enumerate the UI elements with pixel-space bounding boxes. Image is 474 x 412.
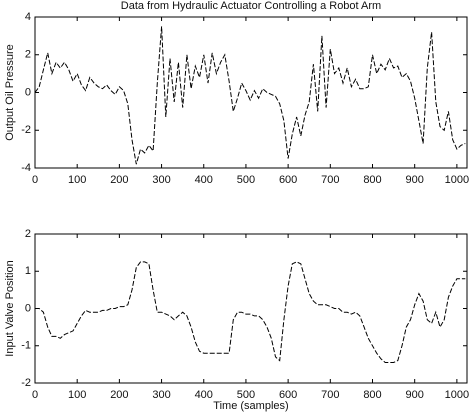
x-tick-label: 400 [195, 389, 213, 401]
x-tick-label: 600 [279, 389, 297, 401]
x-tick-label: 900 [406, 389, 424, 401]
x-axis-label: Time (samples) [213, 400, 288, 412]
x-tick-label: 1000 [445, 174, 469, 186]
y-tick-label: 4 [25, 11, 31, 23]
x-tick-label: 200 [110, 389, 128, 401]
y-axis-label: Input Valve Position [4, 260, 16, 356]
x-tick-label: 700 [321, 389, 339, 401]
chart-title: Data from Hydraulic Actuator Controlling… [121, 0, 381, 12]
y-tick-label: -2 [21, 377, 31, 389]
x-tick-label: 1000 [445, 389, 469, 401]
x-tick-label: 0 [32, 174, 38, 186]
data-line [35, 261, 466, 363]
y-tick-label: 0 [25, 86, 31, 98]
y-axis-label: Output Oil Pressure [4, 44, 16, 141]
y-tick-label: 0 [25, 302, 31, 314]
axes-box [34, 16, 468, 169]
x-tick-label: 700 [321, 174, 339, 186]
x-tick-label: 100 [68, 389, 86, 401]
data-line [34, 26, 466, 165]
x-tick-label: 900 [406, 174, 424, 186]
x-tick-label: 400 [195, 174, 213, 186]
x-tick-label: 100 [68, 174, 86, 186]
x-tick-label: 600 [279, 174, 297, 186]
x-tick-label: 300 [152, 389, 170, 401]
x-tick-label: 200 [110, 174, 128, 186]
x-tick-label: 500 [237, 389, 255, 401]
y-tick-label: 2 [25, 49, 31, 61]
y-tick-label: -4 [21, 162, 31, 174]
y-tick-label: 1 [25, 265, 31, 277]
x-tick-label: 300 [152, 174, 170, 186]
y-tick-label: 2 [25, 228, 31, 240]
y-tick-label: -1 [21, 340, 31, 352]
axes-box [34, 233, 468, 384]
x-tick-label: 800 [363, 174, 381, 186]
x-tick-label: 0 [32, 389, 38, 401]
x-tick-label: 500 [237, 174, 255, 186]
y-tick-label: -2 [21, 124, 31, 136]
x-tick-label: 800 [363, 389, 381, 401]
